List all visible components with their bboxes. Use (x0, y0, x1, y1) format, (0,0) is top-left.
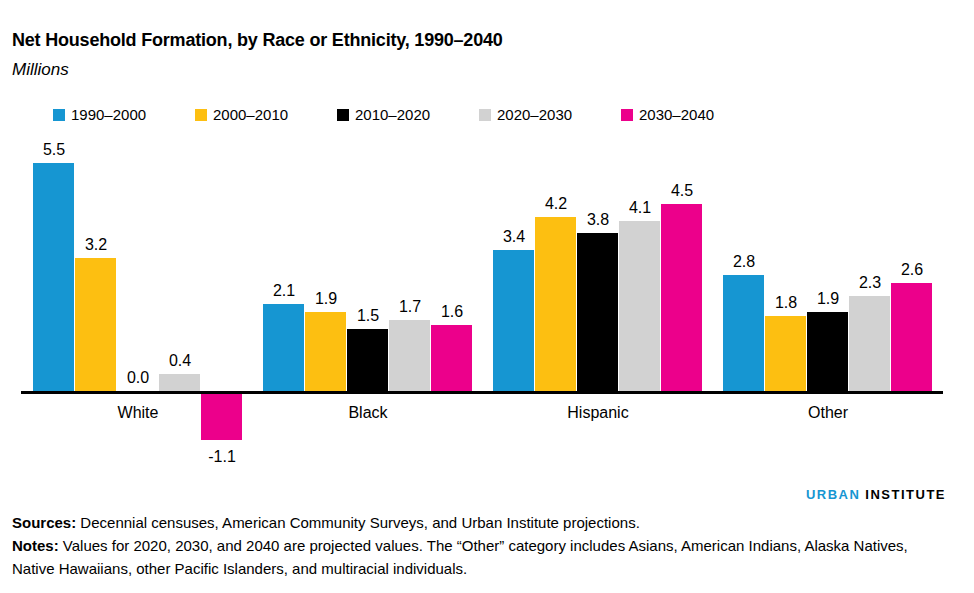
bar-black-1990-2000 (263, 304, 304, 391)
bar-black-2010-2020 (347, 329, 388, 391)
bar-other-2010-2020 (807, 312, 848, 391)
bar-other-2030-2040 (891, 283, 932, 391)
sources-text: Decennial censuses, American Community S… (76, 514, 640, 531)
category-label-black: Black (263, 404, 473, 422)
bar-other-2020-2030 (849, 296, 890, 391)
bar-black-2020-2030 (389, 320, 430, 391)
bar-hispanic-2010-2020 (577, 233, 618, 391)
bar-other-2000-2010 (765, 316, 806, 391)
x-axis-baseline (21, 391, 943, 394)
bar-hispanic-1990-2000 (493, 250, 534, 391)
bar-other-1990-2000 (723, 275, 764, 391)
bar-value-label: 2.8 (713, 254, 775, 270)
sources-label: Sources: (12, 514, 76, 531)
bar-value-label: 0.4 (149, 353, 211, 369)
logo-urban-text: URBAN (806, 487, 860, 502)
notes-text: Values for 2020, 2030, and 2040 are proj… (12, 537, 908, 577)
category-label-white: White (33, 404, 243, 422)
urban-institute-logo: URBAN INSTITUTE (806, 487, 946, 502)
bar-hispanic-2030-2040 (661, 204, 702, 391)
notes-label: Notes: (12, 537, 59, 554)
chart-page: Net Household Formation, by Race or Ethn… (0, 0, 974, 593)
bar-value-label: 4.5 (651, 183, 713, 199)
sources-line: Sources: Decennial censuses, American Co… (12, 511, 947, 534)
bar-hispanic-2020-2030 (619, 221, 660, 391)
bar-black-2030-2040 (431, 325, 472, 391)
bar-value-label: 4.2 (525, 196, 587, 212)
category-label-hispanic: Hispanic (493, 404, 703, 422)
bar-hispanic-2000-2010 (535, 217, 576, 391)
bar-value-label: 5.5 (23, 142, 85, 158)
bar-value-label: 3.2 (65, 237, 127, 253)
bar-value-label: 1.9 (295, 291, 357, 307)
bar-white-2020-2030 (159, 374, 200, 391)
notes-line: Notes: Values for 2020, 2030, and 2040 a… (12, 534, 947, 580)
category-label-other: Other (723, 404, 933, 422)
bar-value-label: 2.6 (881, 262, 943, 278)
bar-chart: 5.52.13.42.83.21.94.21.80.01.53.81.90.41… (0, 0, 974, 480)
logo-institute-text: INSTITUTE (865, 487, 946, 502)
bar-white-1990-2000 (33, 163, 74, 391)
bar-value-label: -1.1 (191, 449, 253, 465)
bar-value-label: 1.6 (421, 304, 483, 320)
